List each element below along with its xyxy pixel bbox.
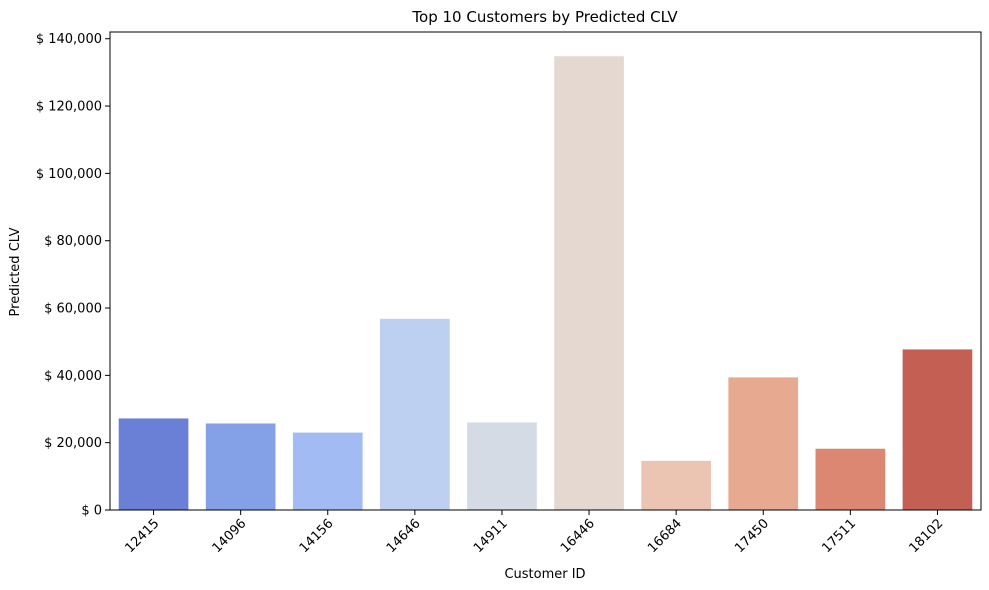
x-tick-label: 16684 [645,516,685,556]
y-tick-label: $ 140,000 [36,32,102,47]
bar-16446 [554,56,624,510]
y-tick-label: $ 60,000 [44,302,102,317]
x-tick-label: 14646 [384,516,424,556]
y-tick-label: $ 100,000 [36,167,102,182]
y-tick-label: $ 20,000 [44,436,102,451]
y-tick-label: $ 40,000 [44,369,102,384]
bar-14096 [205,423,276,510]
x-tick-label: 12415 [123,516,163,556]
x-tick-label: 14911 [471,516,511,556]
y-tick-label: $ 0 [81,504,102,519]
bar-17511 [815,448,886,510]
x-tick-label: 18102 [906,516,946,556]
x-tick-label: 14096 [210,516,250,556]
bar-18102 [902,349,973,510]
y-axis-label: Predicted CLV [8,227,23,316]
x-axis-label: Customer ID [504,567,585,582]
x-tick-label: 14156 [297,516,337,556]
x-tick-label: 16446 [558,516,598,556]
y-tick-label: $ 120,000 [36,100,102,115]
x-tick-label: 17450 [732,516,772,556]
bar-14156 [292,432,363,510]
bar-16684 [641,460,711,510]
plot-frame [109,31,982,511]
bar-14911 [467,422,537,510]
y-tick-label: $ 80,000 [44,234,102,249]
bar-17450 [728,377,799,510]
x-tick-label: 17511 [819,516,859,556]
bar-12415 [118,418,189,510]
bar-14646 [380,318,450,510]
plot-area: $ 0 $ 20,000 $ 40,000 $ 60,000 $ 80,000 $ 100… [36,31,982,556]
chart-title: Top 10 Customers by Predicted CLV [411,8,678,26]
